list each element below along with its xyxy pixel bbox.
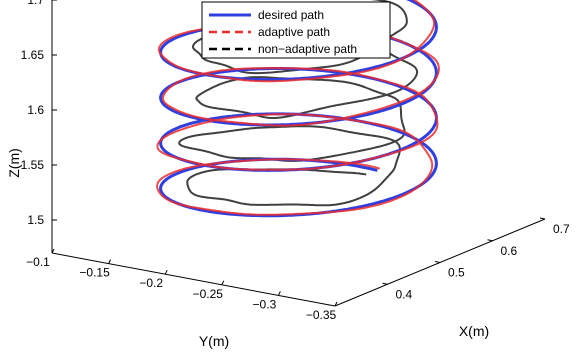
y-tick-mark xyxy=(164,269,168,275)
y-tick-label: −0.35 xyxy=(306,308,337,322)
y-axis-line xyxy=(51,252,336,307)
x-tick-mark xyxy=(382,282,388,285)
legend: desired path adaptive path non−adaptive … xyxy=(201,1,391,59)
x-tick-label: 0.4 xyxy=(396,287,413,301)
x-tick-mark xyxy=(487,239,493,242)
x-tick-mark xyxy=(434,261,441,263)
z-axis-label: Z(m) xyxy=(6,148,22,178)
x-tick-label: 0.5 xyxy=(448,266,465,280)
z-tick-label: 1.5 xyxy=(27,213,44,227)
y-tick-mark xyxy=(51,248,55,254)
y-axis-label: Y(m) xyxy=(199,333,229,349)
legend-label-nonadaptive: non−adaptive path xyxy=(258,42,357,56)
y-tick-mark xyxy=(334,301,338,307)
y-tick-label: −0.15 xyxy=(79,266,110,280)
z-tick-label: 1.6 xyxy=(27,103,44,117)
z-tick-label: 1.55 xyxy=(21,158,45,172)
y-tick-label: −0.1 xyxy=(26,255,50,269)
x-tick-mark xyxy=(539,217,546,220)
y-tick-label: −0.25 xyxy=(193,287,224,301)
x-tick-label: 0.7 xyxy=(553,222,570,236)
x-tick-label: 0.6 xyxy=(501,244,518,258)
y-tick-label: −0.3 xyxy=(253,297,277,311)
series-nonadaptive-path xyxy=(178,0,419,207)
y-tick-mark xyxy=(277,291,281,296)
x-axis-label: X(m) xyxy=(459,323,489,339)
legend-label-adaptive: adaptive path xyxy=(258,25,330,39)
y-tick-label: −0.2 xyxy=(139,276,163,290)
z-tick-label: 1.65 xyxy=(21,48,45,62)
axes-group: −0.1 −0.15 −0.2 −0.25 −0.3 −0.35 0.4 0.5 0.6 0.7 1… xyxy=(6,0,570,349)
legend-label-desired: desired path xyxy=(258,8,324,22)
y-tick-mark xyxy=(108,259,112,264)
series-paths xyxy=(156,0,440,218)
series-adaptive-path xyxy=(156,0,440,216)
legend-box xyxy=(201,1,391,59)
z-tick-label: 1.7 xyxy=(27,0,44,7)
y-tick-mark xyxy=(221,280,225,286)
